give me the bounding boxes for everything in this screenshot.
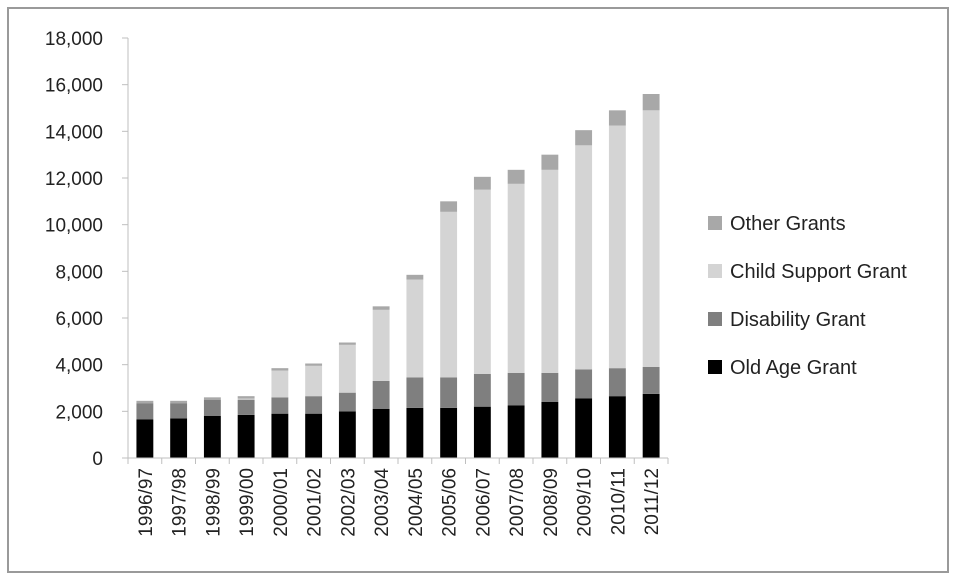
- bar-segment-old-age-grant: [541, 402, 559, 458]
- bar-segment-child-support-grant: [473, 189, 491, 374]
- bar-segment-old-age-grant: [271, 413, 289, 458]
- bar-segment-other-grants: [642, 94, 660, 111]
- bar-segment-old-age-grant: [608, 396, 626, 458]
- bar-segment-child-support-grant: [406, 279, 424, 378]
- y-tick-label: 16,000: [45, 76, 103, 97]
- x-tick-label: 2001/02: [305, 468, 326, 537]
- bar-segment-old-age-grant: [170, 418, 188, 458]
- x-tick-label: 2005/06: [440, 468, 461, 537]
- bar-segment-disability-grant: [271, 397, 289, 414]
- bar-segment-disability-grant: [473, 374, 491, 407]
- legend-swatch: [708, 312, 722, 326]
- bar-segment-old-age-grant: [642, 393, 660, 458]
- x-tick-label: 2007/08: [507, 468, 528, 537]
- bar-segment-child-support-grant: [237, 398, 255, 400]
- x-tick-label: 2000/01: [271, 468, 292, 537]
- bar-segment-other-grants: [136, 400, 154, 404]
- x-tick-label: 2008/09: [541, 468, 562, 537]
- bar-segment-disability-grant: [237, 399, 255, 415]
- bar-segment-old-age-grant: [575, 398, 593, 458]
- y-tick-label: 12,000: [45, 169, 103, 190]
- bar-segment-other-grants: [575, 130, 593, 146]
- bar-segment-other-grants: [305, 363, 323, 366]
- bar-segment-disability-grant: [372, 381, 390, 409]
- x-tick-label: 2006/07: [473, 468, 494, 537]
- bar-segment-disability-grant: [203, 399, 221, 416]
- x-tick-label: 2004/05: [406, 468, 427, 537]
- bar-segment-old-age-grant: [237, 414, 255, 458]
- bar-segment-old-age-grant: [507, 405, 525, 458]
- bar-segment-other-grants: [237, 396, 255, 399]
- y-tick-label: 0: [92, 449, 103, 470]
- x-tick-label: 2010/11: [608, 468, 629, 535]
- legend-swatch: [708, 264, 722, 278]
- y-tick-label: 2,000: [55, 402, 103, 423]
- x-tick-label: 2003/04: [372, 468, 393, 537]
- bar-segment-old-age-grant: [372, 409, 390, 458]
- bar-segment-old-age-grant: [406, 407, 424, 458]
- y-tick-label: 10,000: [45, 216, 103, 237]
- bar-segment-other-grants: [473, 176, 491, 190]
- bar-segment-other-grants: [170, 400, 188, 404]
- bar-segment-child-support-grant: [608, 125, 626, 369]
- bar-segment-child-support-grant: [372, 309, 390, 381]
- y-tick-label: 6,000: [55, 309, 103, 330]
- x-tick-label: 1996/97: [136, 468, 157, 537]
- bar-segment-old-age-grant: [136, 419, 154, 458]
- legend-label: Old Age Grant: [730, 357, 857, 379]
- bar-segment-other-grants: [271, 368, 289, 371]
- bar-segment-child-support-grant: [271, 370, 289, 398]
- bar-segment-other-grants: [608, 110, 626, 126]
- y-tick-label: 18,000: [45, 29, 103, 50]
- bar-segment-old-age-grant: [203, 416, 221, 458]
- bar-segment-child-support-grant: [541, 169, 559, 373]
- bar-segment-old-age-grant: [440, 407, 458, 458]
- bar-segment-old-age-grant: [473, 406, 491, 458]
- bar-segment-other-grants: [507, 169, 525, 184]
- bar-segment-child-support-grant: [642, 110, 660, 367]
- legend-label: Other Grants: [730, 213, 846, 235]
- legend-label: Child Support Grant: [730, 261, 907, 283]
- y-tick-label: 4,000: [55, 356, 103, 377]
- bar-segment-child-support-grant: [305, 365, 323, 397]
- bar-segment-disability-grant: [136, 403, 154, 420]
- bar-segment-other-grants: [440, 201, 458, 212]
- bar-segment-other-grants: [406, 274, 424, 280]
- x-tick-label: 1999/00: [237, 468, 258, 537]
- x-tick-label: 2009/10: [575, 468, 596, 537]
- bar-segment-other-grants: [203, 397, 221, 400]
- y-tick-label: 14,000: [45, 122, 103, 143]
- bar-segment-child-support-grant: [507, 183, 525, 373]
- bar-segment-other-grants: [372, 306, 390, 310]
- y-tick-label: 8,000: [55, 262, 103, 283]
- bar-segment-disability-grant: [608, 368, 626, 397]
- x-tick-label: 2002/03: [338, 468, 359, 537]
- bar-segment-disability-grant: [440, 377, 458, 408]
- bar-segment-disability-grant: [338, 392, 356, 412]
- bar-segment-disability-grant: [305, 396, 323, 414]
- x-tick-label: 2011/12: [642, 468, 663, 535]
- x-tick-label: 1998/99: [203, 468, 224, 537]
- bar-segment-old-age-grant: [305, 413, 323, 458]
- bar-segment-disability-grant: [406, 377, 424, 408]
- legend-label: Disability Grant: [730, 309, 866, 331]
- bar-segment-other-grants: [338, 342, 356, 345]
- legend-swatch: [708, 216, 722, 230]
- bar-segment-child-support-grant: [575, 145, 593, 370]
- x-tick-label: 1997/98: [170, 468, 191, 537]
- bar-segment-disability-grant: [575, 369, 593, 399]
- bar-segment-child-support-grant: [338, 344, 356, 393]
- bar-segment-disability-grant: [541, 372, 559, 402]
- legend-swatch: [708, 360, 722, 374]
- bar-segment-old-age-grant: [338, 411, 356, 458]
- bar-segment-disability-grant: [507, 372, 525, 406]
- bar-segment-disability-grant: [170, 403, 188, 419]
- bar-segment-disability-grant: [642, 367, 660, 394]
- bar-segment-other-grants: [541, 154, 559, 170]
- bar-segment-child-support-grant: [440, 211, 458, 378]
